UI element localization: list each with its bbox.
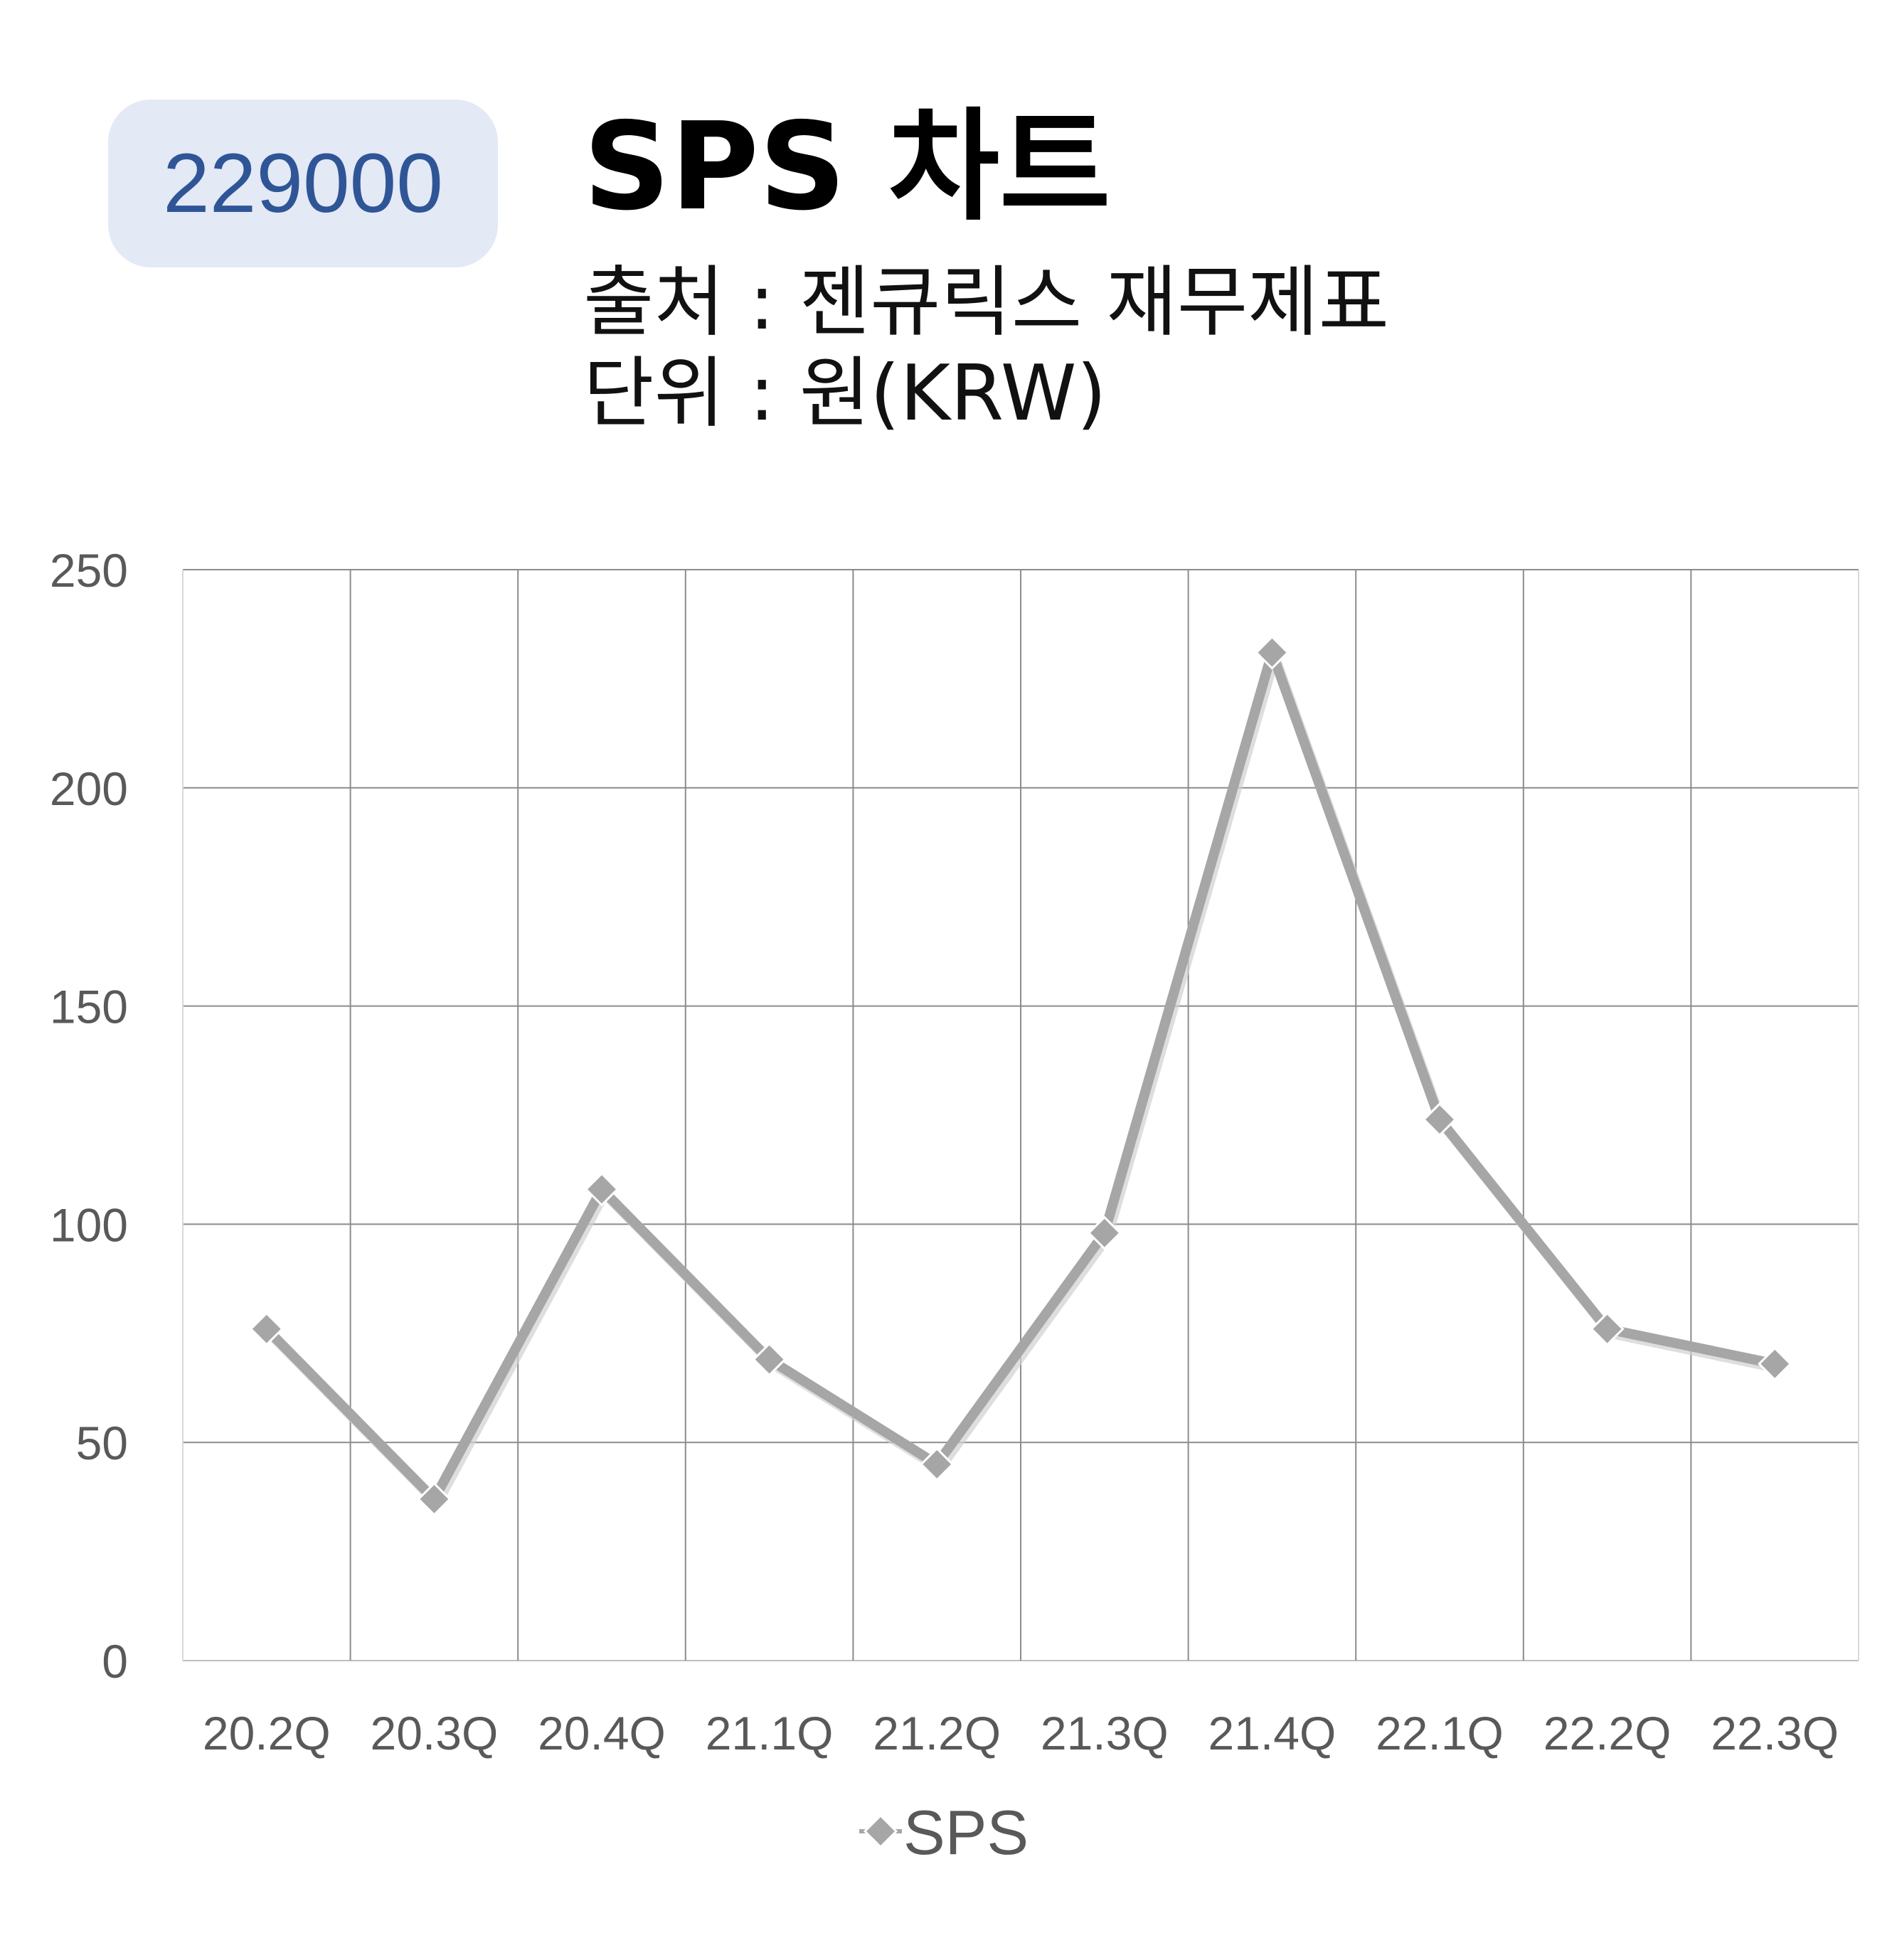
chart-source: 출처 : 젠큐릭스 재무제표	[583, 258, 1389, 347]
x-tick-label-21.3Q: 21.3Q	[1041, 1707, 1169, 1759]
x-axis-ticks: 20.2Q 20.3Q 20.4Q 21.1Q 21.2Q 21.3Q 21.4Q 22.1Q…	[203, 1707, 1839, 1759]
y-tick-label-0: 0	[102, 1635, 128, 1688]
x-tick-label-21.4Q: 21.4Q	[1208, 1707, 1337, 1759]
data-point-20.4Q	[584, 1172, 620, 1207]
chart-title: SPS 차트	[583, 97, 1111, 238]
x-tick-label-22.2Q: 22.2Q	[1543, 1707, 1672, 1759]
x-tick-label-22.3Q: 22.3Q	[1711, 1707, 1839, 1759]
chart-legend: SPS	[859, 1797, 1029, 1868]
x-tick-label-20.3Q: 20.3Q	[371, 1707, 499, 1759]
y-tick-label-250: 250	[50, 544, 128, 597]
data-point-22.1Q	[1422, 1102, 1457, 1137]
y-tick-label-50: 50	[76, 1417, 128, 1469]
legend-label-sps: SPS	[903, 1797, 1029, 1868]
data-point-22.3Q	[1758, 1346, 1792, 1381]
stock-code-badge: 229000	[108, 100, 498, 267]
y-tick-label-150: 150	[50, 981, 128, 1033]
y-axis-ticks: 0 50 100 150 200 250	[50, 544, 128, 1688]
chart-grid	[182, 569, 1859, 1661]
y-tick-label-200: 200	[50, 762, 128, 815]
x-tick-label-20.2Q: 20.2Q	[203, 1707, 331, 1759]
x-tick-label-20.4Q: 20.4Q	[538, 1707, 666, 1759]
data-point-21.2Q	[920, 1447, 955, 1482]
data-point-20.2Q	[249, 1311, 284, 1346]
data-point-21.3Q	[1087, 1215, 1122, 1250]
data-point-20.3Q	[417, 1481, 452, 1517]
y-tick-label-100: 100	[50, 1198, 128, 1251]
legend-marker-sps	[863, 1813, 898, 1849]
data-point-22.2Q	[1590, 1311, 1625, 1346]
data-point-21.4Q	[1255, 635, 1290, 670]
series-layer	[249, 635, 1792, 1517]
x-tick-label-22.1Q: 22.1Q	[1376, 1707, 1504, 1759]
chart-unit: 단위 : 원(KRW)	[583, 349, 1107, 438]
data-point-21.1Q	[752, 1342, 787, 1377]
series-line-sps	[261, 647, 1780, 1504]
x-tick-label-21.1Q: 21.1Q	[706, 1707, 834, 1759]
stock-code: 229000	[163, 137, 443, 230]
x-tick-label-21.2Q: 21.2Q	[873, 1707, 1001, 1759]
